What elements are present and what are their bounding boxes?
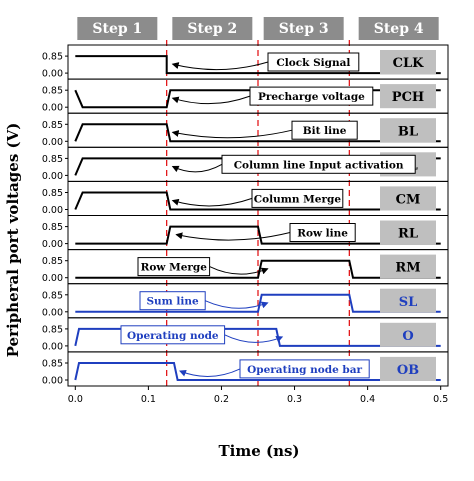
y-tick-label: 0.85 (42, 359, 63, 370)
series-line-cm (74, 191, 441, 211)
annotation-label: Bit line (303, 125, 347, 137)
annotation-label: Precharge voltage (258, 91, 365, 103)
step-header (77, 17, 158, 40)
signal-label-pch: PCH (392, 90, 424, 105)
y-tick-label: 0.00 (42, 137, 63, 148)
annotation-label: Row line (297, 228, 348, 240)
step-label: Step 4 (374, 21, 424, 37)
annotation-arrow (171, 197, 253, 207)
x-tick-label: 0.5 (433, 394, 448, 405)
y-tick-label: 0.85 (42, 86, 63, 97)
step-header (263, 17, 344, 40)
annotation-label: Sum line (146, 296, 199, 308)
signal-label-clk: CLK (393, 56, 424, 71)
x-tick-label: 0.4 (360, 394, 375, 405)
y-tick-label: 0.85 (42, 154, 63, 165)
annotation-label: Column line Input activation (234, 159, 404, 171)
signal-label-o: O (402, 329, 413, 344)
signal-label-box (380, 356, 436, 381)
y-tick-label: 0.85 (42, 290, 63, 301)
annotation-arrow (171, 61, 269, 71)
y-tick-label: 0.00 (42, 171, 63, 182)
signal-label-box (380, 288, 436, 313)
annotation-label: Operating node bar (247, 364, 362, 376)
signal-label-ob: OB (397, 363, 419, 378)
signal-label-box (380, 322, 436, 347)
step-label: Step 2 (187, 21, 237, 37)
annotation-arrow (209, 266, 269, 275)
annotation-arrow (179, 368, 241, 377)
step-header (358, 17, 439, 40)
y-tick-label: 0.85 (42, 222, 63, 233)
x-axis-label: Time (ns) (218, 442, 299, 460)
x-tick-label: 0.1 (141, 394, 156, 405)
series-line-rm (75, 259, 441, 279)
y-tick-label: 0.00 (42, 273, 63, 284)
annotation-label: Operating node (127, 330, 219, 342)
y-tick-label: 0.00 (42, 69, 63, 80)
annotation-arrow (204, 300, 269, 309)
signal-label-box (380, 186, 436, 211)
annotation-arrow (224, 334, 284, 343)
annotation-arrow (171, 129, 293, 139)
y-axis-label: Peripheral port voltages (V) (4, 123, 22, 358)
signal-label-bl: BL (398, 124, 418, 139)
y-tick-label: 0.00 (42, 239, 63, 250)
annotation-arrow (171, 95, 251, 105)
y-tick-label: 0.00 (42, 307, 63, 318)
signal-label-rm: RM (395, 261, 420, 276)
x-tick-label: 0.2 (214, 394, 229, 405)
x-tick-label: 0.3 (287, 394, 302, 405)
annotation-label: Row Merge (141, 262, 208, 274)
y-tick-label: 0.00 (42, 376, 63, 387)
step-header (172, 17, 253, 40)
series-line-ob (74, 362, 441, 381)
step-label: Step 1 (92, 21, 142, 37)
series-line-rl (75, 225, 441, 245)
annotation-arrow (171, 163, 223, 173)
y-tick-label: 0.00 (42, 103, 63, 114)
signal-label-cm: CM (396, 192, 421, 207)
y-tick-label: 0.00 (42, 205, 63, 216)
x-tick-label: 0.0 (68, 394, 83, 405)
signal-label-box (380, 84, 436, 109)
y-tick-label: 0.85 (42, 120, 63, 131)
signal-label-box (380, 254, 436, 279)
y-tick-label: 0.85 (42, 256, 63, 267)
annotation-arrow (175, 232, 291, 241)
y-tick-label: 0.85 (42, 52, 63, 63)
annotation-label: Clock Signal (276, 57, 350, 69)
annotation-label: Column Merge (254, 193, 342, 205)
panel-frame (67, 351, 449, 387)
signal-label-box (380, 118, 436, 143)
series-line-bl (74, 123, 441, 143)
y-tick-label: 0.85 (42, 188, 63, 199)
series-line-sl (75, 293, 441, 313)
step-label: Step 3 (279, 21, 329, 37)
series-line-clk (75, 55, 441, 75)
signal-label-rl: RL (398, 227, 418, 242)
signal-label-sl: SL (399, 295, 418, 310)
y-tick-label: 0.00 (42, 341, 63, 352)
signal-label-box (380, 220, 436, 245)
signal-label-box (380, 50, 436, 75)
y-tick-label: 0.85 (42, 324, 63, 335)
series-line-o (74, 327, 441, 347)
